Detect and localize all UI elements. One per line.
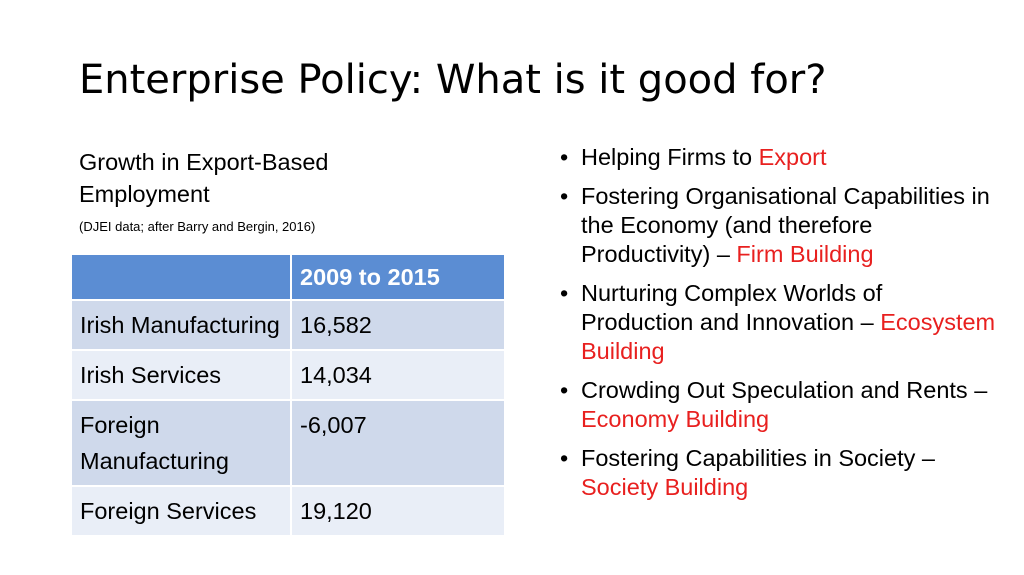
employment-table: 2009 to 2015 Irish Manufacturing 16,582 … xyxy=(70,253,506,537)
table-header-cell-empty xyxy=(70,253,292,301)
table-header-cell-period: 2009 to 2015 xyxy=(290,253,506,301)
bullet-text: Fostering Organisational Capabilities in… xyxy=(581,183,990,267)
bullet-item: • Nurturing Complex Worlds of Production … xyxy=(560,279,1000,366)
source-note: (DJEI data; after Barry and Bergin, 2016… xyxy=(79,219,316,234)
table-row-value: 19,120 xyxy=(290,485,506,537)
bullet-dot-icon: • xyxy=(560,183,569,209)
bullet-text: Helping Firms to xyxy=(581,144,759,170)
table-row-label: Irish Services xyxy=(70,349,292,401)
table-row-value: 14,034 xyxy=(290,349,506,401)
table-row: Irish Manufacturing 16,582 xyxy=(70,299,506,351)
slide-title: Enterprise Policy: What is it good for? xyxy=(79,57,827,103)
left-heading: Growth in Export-Based Employment xyxy=(79,149,329,207)
bullet-text: Crowding Out Speculation and Rents – xyxy=(581,377,988,403)
bullet-highlight: Economy Building xyxy=(581,406,770,432)
table-row-value: 16,582 xyxy=(290,299,506,351)
bullet-dot-icon: • xyxy=(560,280,569,306)
bullet-dot-icon: • xyxy=(560,377,569,403)
table-row-label: Foreign Manufacturing xyxy=(70,399,292,487)
bullet-text: Fostering Capabilities in Society – xyxy=(581,445,935,471)
table-header-row: 2009 to 2015 xyxy=(70,253,506,301)
bullet-dot-icon: • xyxy=(560,445,569,471)
table-row: Foreign Manufacturing -6,007 xyxy=(70,399,506,487)
table-row: Irish Services 14,034 xyxy=(70,349,506,401)
table-row-value: -6,007 xyxy=(290,399,506,487)
bullet-highlight: Society Building xyxy=(581,474,749,500)
bullet-dot-icon: • xyxy=(560,144,569,170)
bullet-item: • Helping Firms to Export xyxy=(560,143,1000,172)
bullet-item: • Fostering Organisational Capabilities i… xyxy=(560,182,1000,269)
bullet-item: • Fostering Capabilities in Society – Soc… xyxy=(560,444,1000,502)
table-row: Foreign Services 19,120 xyxy=(70,485,506,537)
bullet-item: • Crowding Out Speculation and Rents – Ec… xyxy=(560,376,1000,434)
table-row-label: Irish Manufacturing xyxy=(70,299,292,351)
bullet-highlight: Export xyxy=(758,144,827,170)
bullet-list: • Helping Firms to Export • Fostering Orga… xyxy=(560,143,1000,512)
bullet-text: Nurturing Complex Worlds of Production a… xyxy=(581,280,883,335)
bullet-highlight: Ecosystem Building xyxy=(581,309,996,364)
table-row-label: Foreign Services xyxy=(70,485,292,537)
bullet-highlight: Firm Building xyxy=(736,241,874,267)
